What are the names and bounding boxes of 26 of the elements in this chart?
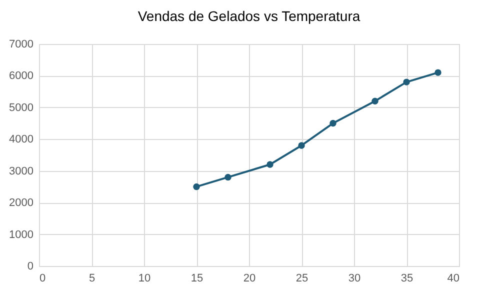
- x-tick-label: 40: [447, 272, 460, 284]
- point: [330, 120, 336, 127]
- x-tick-label: 30: [348, 272, 361, 284]
- y-tick-label: 3000: [9, 165, 34, 178]
- point: [372, 98, 378, 104]
- x-tick-label: 10: [138, 272, 151, 284]
- chart-title: Vendas de Gelados vs Temperatura: [138, 8, 360, 24]
- y-tick-label: 7000: [9, 38, 34, 50]
- point: [266, 161, 274, 168]
- point: [298, 142, 305, 149]
- x-tick-label: 5: [88, 272, 96, 284]
- point: [224, 174, 232, 181]
- y-tick-label: 0: [27, 260, 34, 272]
- y-tick-label: 2000: [9, 197, 34, 210]
- x-tick-label: 15: [190, 272, 204, 284]
- x-tick-label: 35: [400, 272, 414, 284]
- point: [434, 69, 442, 76]
- y-tick-label: 1000: [9, 228, 34, 241]
- y-tick-label: 6000: [9, 70, 34, 82]
- y-tick-label: 5000: [9, 102, 34, 114]
- point: [193, 183, 200, 190]
- y-tick-label: 4000: [9, 134, 34, 146]
- x-tick-label: 20: [243, 272, 256, 284]
- x-tick-label: 0: [40, 272, 46, 284]
- point: [403, 78, 410, 86]
- x-tick-label: 25: [296, 272, 308, 284]
